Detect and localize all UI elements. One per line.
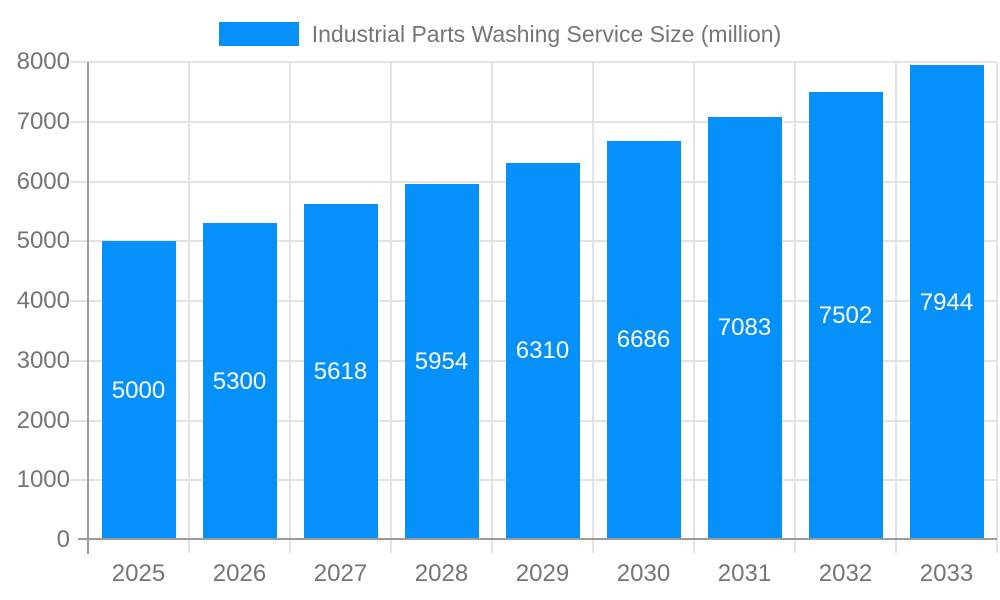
x-tick-label-2026: 2026 [212, 560, 267, 587]
gridline-vertical-9 [996, 62, 998, 553]
x-tick-label-2028: 2028 [414, 560, 469, 587]
y-tick-label-8000: 8000 [16, 48, 70, 75]
bar-2030[interactable] [606, 140, 681, 540]
bar-value-label-2031: 7083 [717, 314, 772, 342]
y-tick-label-6000: 6000 [16, 167, 70, 195]
bar-value-label-2029: 6310 [515, 337, 570, 365]
bar-2027[interactable] [303, 204, 378, 540]
y-tick-label-3000: 3000 [16, 346, 70, 374]
y-tick-label-4000: 4000 [16, 287, 70, 314]
y-tick-label-7000: 7000 [16, 107, 70, 135]
bar-value-label-2027: 5618 [313, 358, 368, 386]
bar-value-label-2025: 5000 [111, 376, 166, 404]
gridline-horizontal-7000 [70, 120, 997, 123]
x-tick-label-2027: 2027 [313, 560, 368, 587]
x-tick-label-2032: 2032 [818, 560, 873, 587]
gridline-horizontal-8000 [70, 61, 997, 63]
legend-swatch [218, 22, 299, 46]
x-axis-line [78, 538, 997, 540]
bar-2029[interactable] [505, 162, 580, 540]
bar-value-label-2033: 7944 [919, 288, 974, 316]
chart-legend[interactable]: Industrial Parts Washing Service Size (m… [0, 20, 1000, 48]
bar-value-label-2026: 5300 [212, 367, 267, 395]
x-tick-label-2031: 2031 [717, 560, 772, 587]
bar-2031[interactable] [707, 116, 782, 540]
gridline-vertical-7 [794, 62, 796, 553]
bar-2032[interactable] [808, 91, 883, 540]
bar-2028[interactable] [404, 184, 479, 540]
x-tick-label-2033: 2033 [919, 560, 974, 587]
bar-value-label-2028: 5954 [414, 348, 469, 376]
y-tick-label-1000: 1000 [16, 466, 70, 494]
y-tick-label-5000: 5000 [16, 227, 70, 255]
bar-2025[interactable] [101, 241, 176, 540]
bar-2026[interactable] [202, 223, 277, 540]
gridline-vertical-1 [188, 62, 190, 553]
gridline-vertical-2 [289, 62, 291, 553]
x-tick-label-2029: 2029 [515, 560, 570, 587]
bar-2033[interactable] [909, 65, 984, 540]
gridline-vertical-3 [390, 62, 392, 553]
gridline-vertical-8 [895, 62, 897, 553]
gridline-vertical-4 [491, 62, 493, 553]
legend-label: Industrial Parts Washing Service Size (m… [311, 21, 782, 47]
bar-value-label-2032: 7502 [818, 301, 873, 329]
x-tick-label-2025: 2025 [111, 560, 166, 587]
y-tick-label-0: 0 [56, 526, 70, 553]
y-axis-line [87, 62, 89, 554]
bar-value-label-2030: 6686 [616, 326, 671, 354]
x-tick-label-2030: 2030 [616, 560, 671, 587]
y-tick-label-2000: 2000 [16, 406, 70, 434]
gridline-vertical-6 [693, 62, 695, 553]
gridline-vertical-5 [592, 62, 594, 553]
